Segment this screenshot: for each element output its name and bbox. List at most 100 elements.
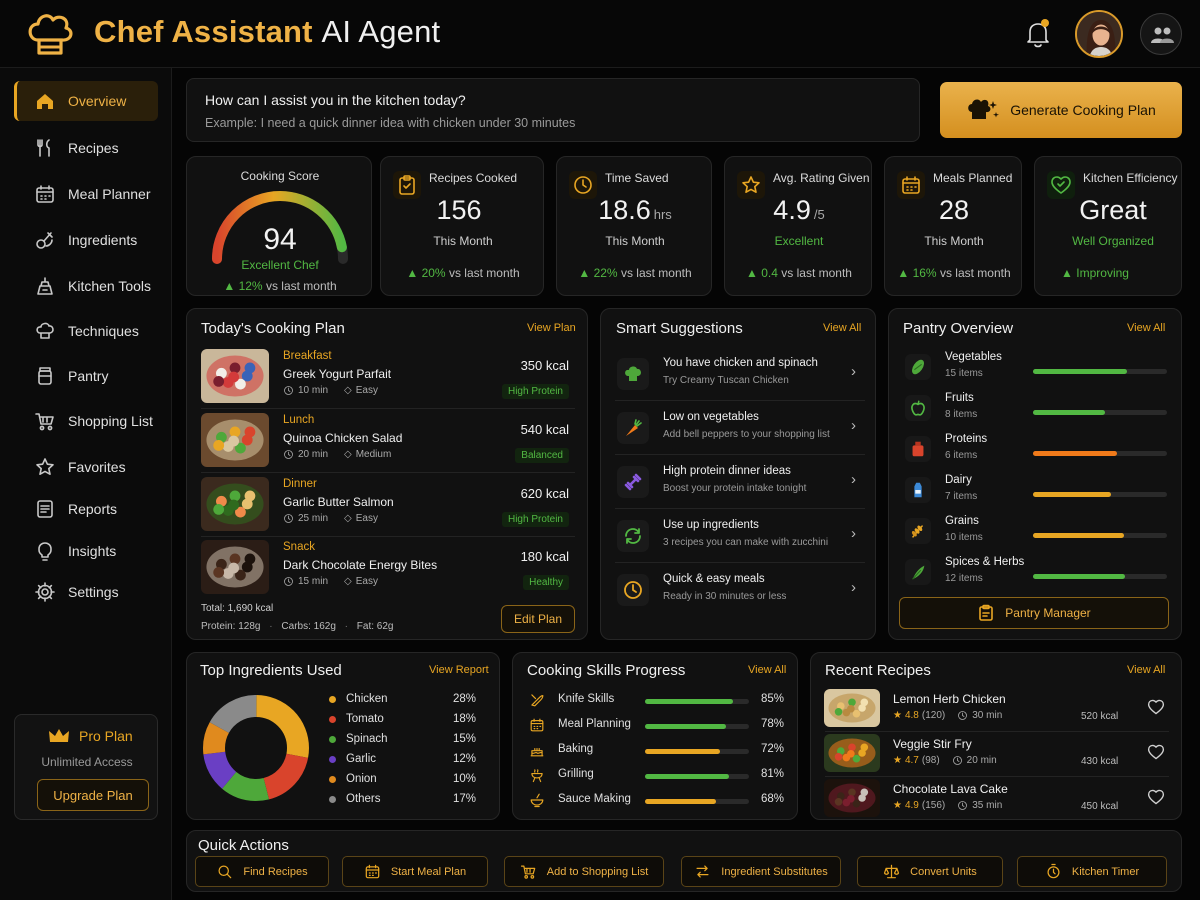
meal-tag: Healthy — [523, 575, 569, 590]
sidebar-item-kitchen-tools[interactable]: Kitchen Tools — [14, 266, 158, 306]
recent-view-all-link[interactable]: View All — [1127, 664, 1166, 676]
stat-value-number: 28 — [938, 195, 970, 225]
skill-row: Meal Planning 78% — [513, 716, 799, 738]
divider — [615, 562, 865, 563]
top-ingredients-card: Top Ingredients Used View Report Chicken… — [186, 652, 500, 820]
pantry-item[interactable]: Grains 10 items — [889, 513, 1183, 553]
legend-label: Tomato — [346, 713, 384, 725]
stat-value: Great — [1035, 195, 1191, 226]
legend-label: Others — [346, 793, 381, 805]
upgrade-plan-button[interactable]: Upgrade Plan — [37, 779, 149, 811]
lightbulb-icon — [34, 540, 56, 562]
legend-value: 12% — [453, 753, 477, 765]
stat-delta-value: 20% — [421, 266, 446, 280]
suggestions-view-all-link[interactable]: View All — [823, 322, 862, 334]
assistant-input-placeholder[interactable]: Example: I need a quick dinner idea with… — [205, 116, 576, 130]
chef-hat-icon — [617, 358, 649, 390]
meal-row[interactable]: Breakfast Greek Yogurt Parfait 10 min ◇ Easy… — [187, 347, 589, 407]
skill-progress-bar — [645, 774, 749, 779]
skill-name: Baking — [558, 743, 594, 755]
favorite-heart-icon[interactable] — [1147, 743, 1165, 761]
meal-difficulty: Easy — [355, 513, 378, 524]
view-plan-link[interactable]: View Plan — [527, 322, 576, 334]
pantry-item[interactable]: Vegetables 15 items — [889, 349, 1183, 389]
notification-bell-icon[interactable] — [1024, 19, 1052, 49]
pantry-manager-button[interactable]: Pantry Manager — [899, 597, 1169, 629]
sidebar-item-overview[interactable]: Overview — [14, 81, 158, 121]
suggestion-item[interactable]: Quick & easy meals Ready in 30 minutes or… — [601, 563, 877, 617]
cart-icon — [34, 410, 56, 432]
pantry-item[interactable]: Spices & Herbs 12 items — [889, 554, 1183, 594]
meal-row[interactable]: Snack Dark Chocolate Energy Bites 15 min ◇ E… — [187, 538, 589, 598]
pantry-item[interactable]: Fruits 8 items — [889, 390, 1183, 430]
pantry-category: Vegetables — [945, 351, 1002, 363]
utensils-icon — [34, 137, 56, 159]
cooking-score-delta: ▲ 12% vs last month — [223, 279, 337, 293]
stat-delta-text: vs last month — [939, 266, 1011, 280]
clock-icon — [569, 171, 597, 199]
quick-action-ingredient-substitutes[interactable]: Ingredient Substitutes — [681, 856, 841, 887]
sidebar-item-meal-planner[interactable]: Meal Planner — [14, 174, 158, 214]
pantry-item[interactable]: Proteins 6 items — [889, 431, 1183, 471]
team-users-button[interactable] — [1140, 13, 1182, 55]
suggestion-subtitle: Boost your protein intake tonight — [663, 483, 807, 494]
pantry-level-fill — [1033, 451, 1118, 456]
quick-action-convert-units[interactable]: Convert Units — [857, 856, 1003, 887]
recipe-name: Lemon Herb Chicken — [893, 692, 1006, 706]
skill-progress-fill — [645, 749, 720, 754]
meal-time: 10 min — [298, 385, 329, 396]
suggestion-item[interactable]: Low on vegetables Add bell peppers to you… — [601, 401, 877, 455]
sidebar-item-recipes[interactable]: Recipes — [14, 128, 158, 168]
sidebar-item-label: Reports — [68, 501, 118, 517]
sidebar-item-settings[interactable]: Settings — [14, 572, 158, 612]
generate-cooking-plan-button[interactable]: Generate Cooking Plan — [940, 82, 1182, 138]
cooking-score-delta-value: 12% — [238, 279, 263, 293]
grill-icon — [529, 767, 545, 783]
quick-action-kitchen-timer[interactable]: Kitchen Timer — [1017, 856, 1167, 887]
favorite-heart-icon[interactable] — [1147, 788, 1165, 806]
pantry-category: Fruits — [945, 392, 974, 404]
skill-name: Meal Planning — [558, 718, 631, 730]
recent-recipe-row[interactable]: Veggie Stir Fry ★ 4.7 (98) 20 min 430 kcal — [811, 732, 1183, 776]
assistant-prompt-box[interactable]: How can I assist you in the kitchen toda… — [186, 78, 920, 142]
sidebar-item-reports[interactable]: Reports — [14, 489, 158, 529]
sidebar-item-ingredients[interactable]: Ingredients — [14, 220, 158, 260]
pantry-item[interactable]: Dairy 7 items — [889, 472, 1183, 512]
skill-percent: 78% — [761, 718, 785, 730]
meal-tag: Balanced — [515, 448, 569, 463]
sidebar-item-insights[interactable]: Insights — [14, 531, 158, 571]
sidebar-item-techniques[interactable]: Techniques — [14, 311, 158, 351]
quick-action-start-meal-plan[interactable]: Start Meal Plan — [342, 856, 488, 887]
suggestion-item[interactable]: High protein dinner ideas Boost your prot… — [601, 455, 877, 509]
edit-plan-button[interactable]: Edit Plan — [501, 605, 575, 633]
suggestion-subtitle: Add bell peppers to your shopping list — [663, 429, 830, 440]
divider — [615, 400, 865, 401]
skills-view-all-link[interactable]: View All — [748, 664, 787, 676]
sidebar-item-favorites[interactable]: Favorites — [14, 447, 158, 487]
quick-action-label: Kitchen Timer — [1071, 865, 1140, 878]
recent-recipe-row[interactable]: Lemon Herb Chicken ★ 4.8 (120) 30 min 520 kca… — [811, 687, 1183, 731]
favorite-heart-icon[interactable] — [1147, 698, 1165, 716]
sidebar-item-shopping-list[interactable]: Shopping List — [14, 401, 158, 441]
suggestion-item[interactable]: Use up ingredients 3 recipes you can make… — [601, 509, 877, 563]
suggestion-item[interactable]: You have chicken and spinach Try Creamy T… — [601, 347, 877, 401]
sidebar-item-pantry[interactable]: Pantry — [14, 356, 158, 396]
skill-percent: 68% — [761, 793, 785, 805]
quick-action-find-recipes[interactable]: Find Recipes — [195, 856, 329, 887]
app-header: Chef Assistant AI Agent — [0, 0, 1200, 68]
crown-icon — [48, 727, 70, 745]
pantry-view-all-link[interactable]: View All — [1127, 322, 1166, 334]
legend-label: Onion — [346, 773, 377, 785]
recent-recipe-row[interactable]: Chocolate Lava Cake ★ 4.9 (156) 35 min 450 kc… — [811, 777, 1183, 821]
clock-icon — [283, 513, 294, 524]
user-avatar[interactable] — [1075, 10, 1123, 58]
meal-row[interactable]: Dinner Garlic Butter Salmon 25 min ◇ Easy 620… — [187, 475, 589, 535]
top-ingredients-title: Top Ingredients Used — [200, 662, 342, 679]
divider — [615, 508, 865, 509]
app-title: Chef Assistant AI Agent — [94, 14, 440, 50]
pantry-category: Grains — [945, 515, 979, 527]
view-report-link[interactable]: View Report — [429, 664, 489, 676]
meal-row[interactable]: Lunch Quinoa Chicken Salad 20 min ◇ Medium 54… — [187, 411, 589, 471]
quick-action-add-to-shopping-list[interactable]: Add to Shopping List — [504, 856, 664, 887]
stat-card-meals-planned: Meals Planned 28 This Month ▲ 16% vs last m… — [884, 156, 1022, 296]
